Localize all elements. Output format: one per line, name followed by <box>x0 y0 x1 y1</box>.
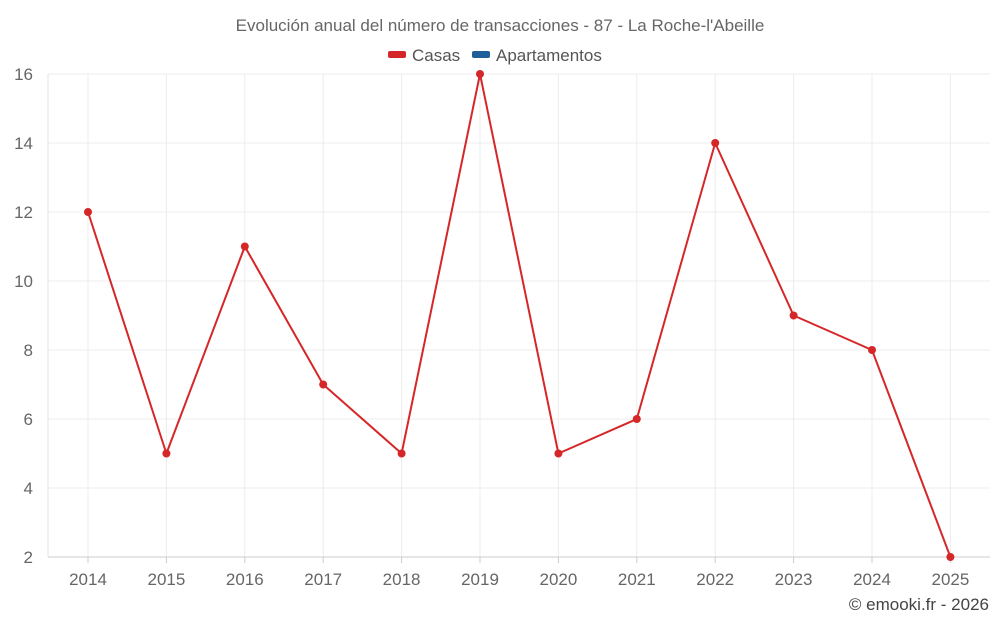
x-tick-label: 2019 <box>461 570 499 589</box>
legend-swatch-casas <box>388 51 406 58</box>
x-tick-label: 2018 <box>383 570 421 589</box>
axes <box>47 74 990 563</box>
data-point <box>554 449 563 458</box>
data-point <box>319 380 328 389</box>
data-point <box>711 139 720 147</box>
y-tick-label: 4 <box>24 479 33 498</box>
x-tick-label: 2023 <box>775 570 813 589</box>
grid <box>48 73 990 557</box>
y-tick-label: 6 <box>24 410 33 429</box>
data-point <box>632 415 641 423</box>
y-tick-label: 14 <box>14 134 33 153</box>
data-point <box>397 449 406 458</box>
series-line-casas <box>87 73 952 558</box>
legend-item-casas[interactable]: Casas <box>388 46 460 65</box>
x-tick-label: 2017 <box>304 570 342 589</box>
legend-swatch-apartamentos <box>472 51 490 58</box>
data-point <box>162 449 171 458</box>
x-tick-label: 2015 <box>147 570 185 589</box>
data-point <box>868 346 876 354</box>
data-point <box>789 311 798 320</box>
x-tick-label: 2014 <box>69 570 107 589</box>
x-axis-ticks: 2014 2015 2016 2017 2018 2019 2020 2021 2022 2023… <box>69 570 969 589</box>
y-tick-label: 8 <box>24 341 33 360</box>
legend-label-apartamentos: Apartamentos <box>496 46 602 65</box>
data-point <box>240 242 249 251</box>
data-point <box>84 208 92 216</box>
y-tick-label: 10 <box>14 272 33 291</box>
series-casas <box>84 70 955 561</box>
legend: Casas Apartamentos <box>388 46 602 65</box>
data-point <box>476 70 484 78</box>
legend-item-apartamentos[interactable]: Apartamentos <box>472 46 602 65</box>
y-tick-label: 12 <box>14 203 33 222</box>
x-tick-label: 2021 <box>618 570 656 589</box>
x-tick-label: 2024 <box>853 570 891 589</box>
x-tick-label: 2020 <box>539 570 577 589</box>
x-tick-label: 2016 <box>226 570 264 589</box>
x-tick-label: 2025 <box>931 570 969 589</box>
y-axis-ticks: 2 4 6 8 10 12 14 16 <box>14 65 33 567</box>
data-point <box>946 553 955 561</box>
chart-title: Evolución anual del número de transaccio… <box>236 16 765 35</box>
y-tick-label: 2 <box>24 548 33 567</box>
credit-text: © emooki.fr - 2026 <box>849 595 989 614</box>
x-tick-label: 2022 <box>696 570 734 589</box>
y-tick-label: 16 <box>14 65 33 84</box>
legend-label-casas: Casas <box>412 46 460 65</box>
